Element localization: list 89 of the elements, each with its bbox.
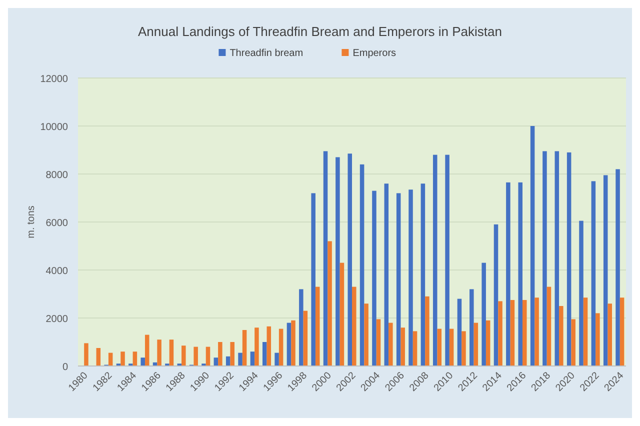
legend-label: Emperors: [352, 48, 396, 59]
bar: [360, 164, 364, 366]
bar: [425, 296, 430, 366]
bar: [336, 157, 340, 366]
bar: [498, 301, 502, 366]
bar: [591, 181, 596, 366]
bar: [571, 319, 576, 366]
bar: [140, 358, 145, 366]
bar: [84, 343, 88, 366]
y-tick-label: 2000: [46, 314, 68, 325]
bar: [396, 193, 401, 366]
bar: [238, 352, 242, 366]
bar: [470, 289, 474, 366]
bar: [432, 154, 438, 366]
y-tick-label: 0: [62, 362, 68, 373]
bar: [328, 241, 332, 366]
bar: [323, 151, 328, 366]
bar: [542, 151, 547, 366]
bar: [534, 298, 539, 366]
y-axis-title: m. tons: [26, 206, 37, 238]
bar: [510, 300, 515, 366]
bar: [206, 346, 210, 366]
bar: [144, 334, 150, 366]
bar: [554, 151, 560, 366]
bar: [303, 310, 308, 366]
bar: [315, 286, 320, 366]
bar: [506, 182, 510, 366]
bar: [169, 340, 174, 366]
bar: [132, 352, 138, 366]
bar: [583, 298, 588, 366]
bar: [299, 289, 304, 366]
bar: [412, 331, 418, 366]
bar: [96, 348, 101, 366]
y-tick-label: 12000: [40, 74, 68, 85]
bar: [445, 154, 450, 366]
bar: [494, 224, 498, 366]
legend-label: Threadfin bream: [230, 48, 304, 59]
y-tick-label: 6000: [46, 218, 68, 229]
bar: [522, 300, 527, 366]
bar: [372, 190, 376, 366]
bar: [218, 342, 222, 366]
bar: [486, 320, 490, 366]
y-tick-label: 4000: [46, 266, 68, 277]
bar: [566, 152, 572, 366]
bar: [348, 154, 352, 366]
bar: [449, 328, 454, 366]
bar: [278, 328, 284, 366]
y-tick-label: 10000: [40, 122, 68, 133]
bar: [408, 190, 413, 366]
bar: [559, 306, 564, 366]
bar: [388, 322, 393, 366]
bar: [482, 262, 486, 366]
bar: [157, 340, 162, 366]
bar: [266, 326, 272, 366]
bar: [474, 322, 478, 366]
bar: [242, 330, 247, 366]
bar: [254, 328, 259, 366]
bar: [364, 304, 368, 366]
bar: [120, 352, 125, 366]
bar: [311, 193, 316, 366]
bar: [620, 298, 624, 366]
bar: [608, 304, 612, 366]
bar: [579, 220, 584, 366]
bar: [518, 182, 522, 366]
bar: [462, 331, 466, 366]
bar: [437, 328, 442, 366]
bar: [616, 169, 620, 366]
y-tick-label: 8000: [46, 170, 68, 181]
bar: [352, 286, 356, 366]
chart-title: Annual Landings of Threadfin Bream and Emperors in Pakistan: [138, 24, 502, 39]
bar: [420, 184, 426, 366]
bar: [603, 175, 608, 366]
bar: [291, 320, 296, 366]
bar: [262, 342, 267, 366]
bar: [384, 184, 389, 366]
bar: [194, 346, 198, 366]
bar: [250, 352, 255, 366]
bar: [214, 358, 218, 366]
bar: [340, 262, 344, 366]
bar: [546, 286, 552, 366]
bar: [530, 126, 535, 366]
bar: [230, 342, 234, 366]
bar: [376, 319, 381, 366]
bar: [457, 298, 462, 366]
bar: [286, 322, 292, 366]
bar: [596, 313, 600, 366]
bar: [182, 346, 186, 366]
bar: [274, 352, 279, 366]
bar: [400, 328, 405, 366]
